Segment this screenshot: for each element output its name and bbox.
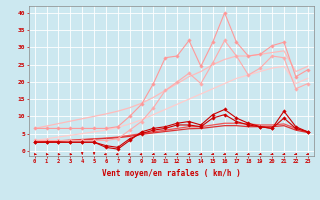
X-axis label: Vent moyen/en rafales ( km/h ): Vent moyen/en rafales ( km/h ) (102, 169, 241, 178)
